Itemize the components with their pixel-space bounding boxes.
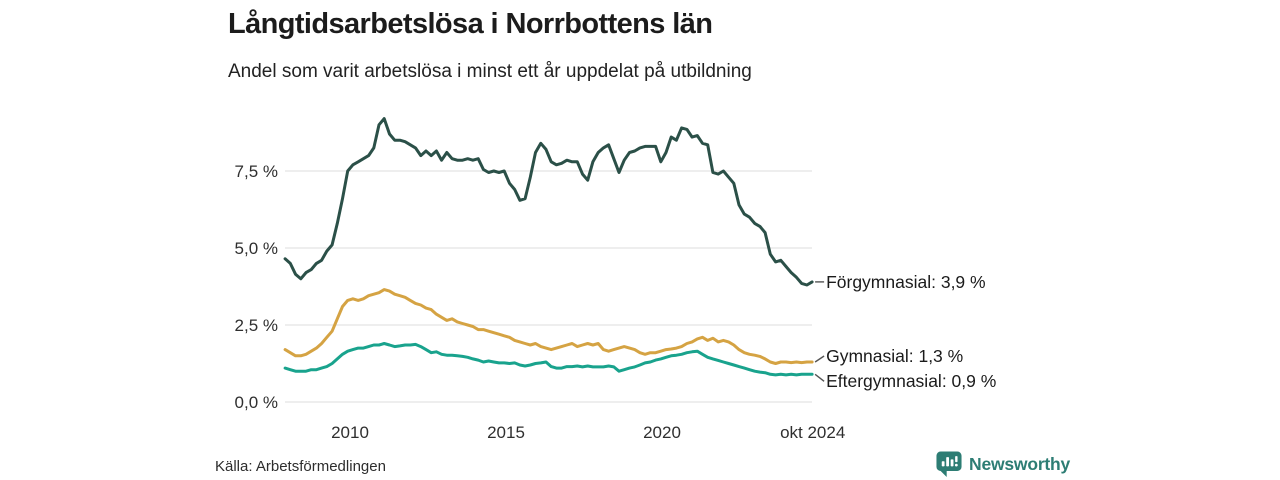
label-connector-gymnasial: [814, 355, 825, 363]
y-axis-tick-label: 7,5 %: [235, 162, 278, 181]
x-axis-tick-label: 2015: [487, 423, 525, 442]
series-end-label-gymnasial: Gymnasial: 1,3 %: [826, 345, 964, 366]
y-axis-tick-label: 5,0 %: [235, 239, 278, 258]
x-axis-tick-label: 2010: [331, 423, 369, 442]
x-axis-tick-label: 2020: [643, 423, 681, 442]
newsworthy-brand-text: Newsworthy: [969, 454, 1071, 474]
series-line-forgymnasial: [283, 117, 814, 287]
y-axis-tick-label: 0,0 %: [235, 393, 278, 412]
y-axis-tick-label: 2,5 %: [235, 316, 278, 335]
label-connector-eftergymnasial: [814, 373, 825, 382]
series-line-eftergymnasial: [283, 342, 814, 377]
series-end-label-forgymnasial: Förgymnasial: 3,9 %: [826, 271, 986, 292]
x-axis-tick-label: okt 2024: [780, 423, 845, 442]
series-line-gymnasial: [283, 288, 814, 365]
chart-subtitle: Andel som varit arbetslösa i minst ett å…: [228, 61, 752, 82]
newsworthy-chart-bubble-icon: [936, 451, 962, 478]
source-note: Källa: Arbetsförmedlingen: [215, 458, 386, 475]
chart-title: Långtidsarbetslösa i Norrbottens län: [228, 8, 713, 40]
series-end-label-eftergymnasial: Eftergymnasial: 0,9 %: [826, 371, 997, 392]
newsworthy-logo[interactable]: Newsworthy: [936, 451, 1070, 478]
